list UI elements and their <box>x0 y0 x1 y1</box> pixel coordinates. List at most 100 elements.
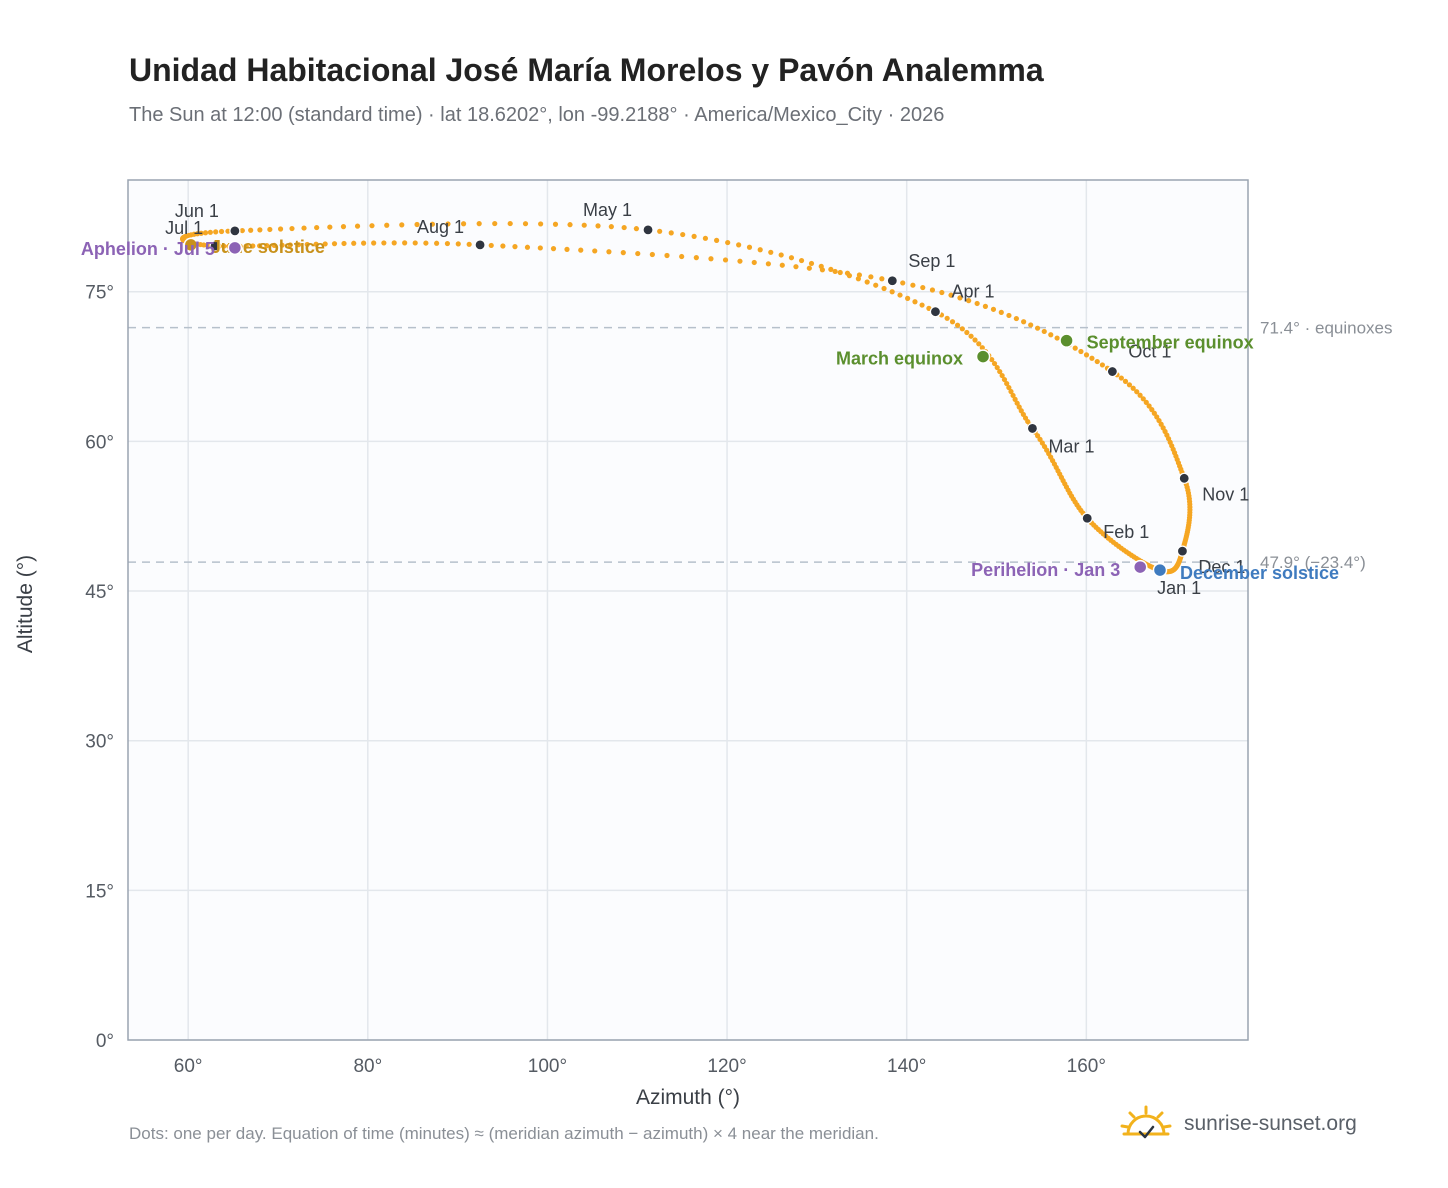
day-dot <box>1094 358 1100 365</box>
day-dot <box>267 226 273 233</box>
day-dot <box>920 284 926 291</box>
day-dot <box>313 241 319 247</box>
day-dot <box>592 248 598 254</box>
day-dot <box>990 306 997 312</box>
month-marker-label: Feb 1 <box>1103 522 1149 542</box>
day-dot <box>714 237 720 243</box>
day-dot <box>664 252 670 259</box>
day-dot <box>736 242 742 248</box>
day-dot <box>620 250 626 256</box>
day-dot <box>243 243 249 249</box>
day-dot <box>301 225 307 231</box>
day-dot <box>391 240 397 246</box>
event-marker <box>183 237 199 253</box>
day-dot <box>522 221 529 227</box>
day-dot <box>423 240 429 246</box>
day-dot <box>912 299 918 305</box>
day-dot <box>550 246 557 252</box>
day-dot <box>905 295 911 301</box>
day-dot <box>919 302 925 308</box>
day-dot <box>289 225 295 232</box>
day-dot <box>1014 400 1020 406</box>
page-title: Unidad Habitacional José María Morelos y… <box>129 52 1044 88</box>
day-dot <box>595 223 601 229</box>
day-dot <box>778 252 784 258</box>
day-dot <box>910 282 916 288</box>
y-axis-label: Altitude (°) <box>14 555 37 653</box>
day-dot <box>779 262 785 268</box>
month-marker <box>474 239 486 251</box>
page-subtitle: The Sun at 12:00 (standard time) · lat 1… <box>129 104 945 126</box>
day-dot <box>466 241 472 247</box>
day-dot <box>384 222 390 228</box>
day-dot <box>1118 375 1124 381</box>
reference-line-label: 71.4° · equinoxes <box>1260 319 1393 338</box>
day-dot <box>218 228 225 235</box>
day-dot <box>1001 376 1008 383</box>
day-dot <box>340 224 347 230</box>
day-dot <box>722 257 729 263</box>
day-dot <box>221 243 227 249</box>
day-dot <box>524 244 531 250</box>
month-marker-label: Jul 1 <box>165 218 203 238</box>
day-dot <box>239 227 245 234</box>
day-dot <box>1035 433 1041 439</box>
x-tick-label: 80° <box>353 1056 382 1077</box>
day-dot <box>295 242 302 248</box>
day-dot <box>976 341 982 347</box>
month-marker-label: Mar 1 <box>1048 436 1094 456</box>
event-label: December solstice <box>1180 563 1339 583</box>
day-dot <box>889 289 895 295</box>
day-dot <box>512 244 518 250</box>
month-marker-label: May 1 <box>583 200 632 220</box>
event-marker <box>1152 562 1168 578</box>
month-marker <box>1178 472 1190 484</box>
brand-name: sunrise-sunset.org <box>1184 1112 1357 1135</box>
day-dot <box>793 264 799 270</box>
day-dot <box>213 229 219 235</box>
event-label: Aphelion · Jul 5 <box>81 239 215 259</box>
day-dot <box>445 221 451 227</box>
day-dot <box>271 242 277 249</box>
day-dot <box>434 240 440 246</box>
x-tick-label: 160° <box>1067 1056 1106 1077</box>
day-dot <box>1089 355 1095 361</box>
month-marker-label: Sep 1 <box>908 251 955 271</box>
day-dot <box>966 298 972 304</box>
day-dot <box>578 247 584 253</box>
day-dot <box>257 227 263 233</box>
day-dot <box>1006 384 1012 391</box>
month-marker-label: Aug 1 <box>417 217 464 237</box>
day-dot <box>287 242 293 248</box>
day-dot <box>248 227 254 233</box>
plot-frame <box>127 179 1249 1041</box>
day-dot <box>808 260 815 267</box>
day-dot <box>746 244 753 250</box>
day-dot <box>881 285 887 292</box>
day-dot <box>1072 345 1078 351</box>
day-dot <box>341 240 347 247</box>
day-dot <box>264 243 270 249</box>
day-dot <box>680 231 686 238</box>
day-dot <box>207 229 213 235</box>
day-dot <box>900 280 906 286</box>
day-dot <box>1130 385 1136 391</box>
day-dot <box>621 224 627 231</box>
sun-logo-icon <box>1120 1105 1172 1139</box>
month-marker <box>1026 422 1039 435</box>
brand[interactable]: sunrise-sunset.org <box>1120 1102 1357 1146</box>
event-marker <box>975 349 991 364</box>
day-dot <box>381 240 387 246</box>
day-dot <box>702 235 709 241</box>
day-dot <box>1126 382 1133 388</box>
day-dot <box>1048 332 1054 338</box>
day-dot <box>828 266 834 273</box>
day-dot <box>1010 392 1016 399</box>
day-dot <box>844 270 851 276</box>
day-dot <box>868 274 874 280</box>
day-dot <box>989 356 995 363</box>
day-dot <box>399 222 405 228</box>
day-dot <box>429 221 436 227</box>
day-dot <box>944 315 950 321</box>
